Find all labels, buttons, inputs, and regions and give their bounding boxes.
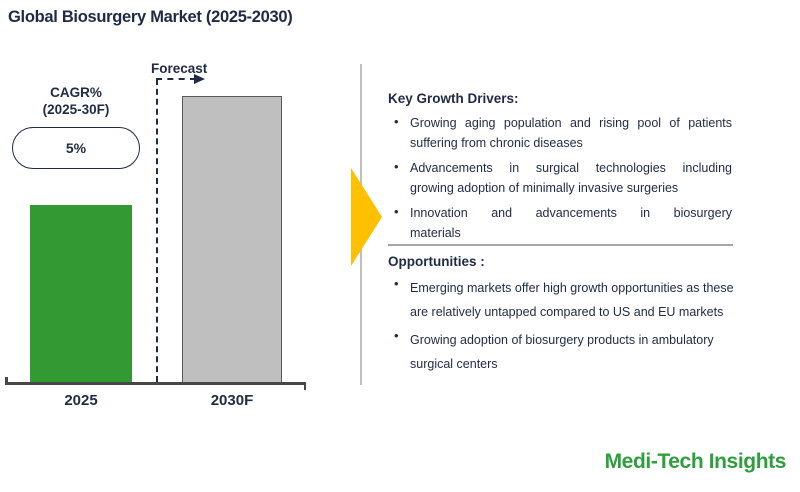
x-axis-label-2025: 2025 (64, 392, 98, 409)
forecast-dashed-line-vertical (156, 79, 158, 382)
x-axis-left-tick (5, 377, 8, 382)
section-divider (388, 244, 733, 246)
bar-2030f (182, 96, 282, 383)
drivers-heading: Key Growth Drivers: (388, 91, 519, 106)
driver-item: Innovation and advancements in biosurger… (388, 204, 732, 243)
opportunity-item: Emerging markets offer high growth oppor… (388, 276, 758, 324)
cagr-label-line2: (2025-30F) (42, 102, 110, 117)
page-title: Global Biosurgery Market (2025-2030) (8, 8, 293, 26)
driver-item: Advancements in surgical technologies in… (388, 159, 732, 198)
medi-tech-insights-logo: Medi-Tech Insights (604, 450, 787, 473)
x-axis-label-2030f: 2030F (210, 392, 254, 409)
cagr-label-line1: CAGR% (50, 85, 102, 100)
x-axis (5, 377, 306, 390)
cagr-badge: 5% (12, 127, 140, 169)
opportunities-list: Emerging markets offer high growth oppor… (388, 276, 758, 380)
driver-item: Growing aging population and rising pool… (388, 114, 732, 153)
forecast-dashed-line-horizontal (156, 78, 196, 80)
x-axis-right-tick (303, 384, 306, 390)
forecast-label: Forecast (151, 61, 208, 76)
opportunities-heading: Opportunities : (388, 254, 485, 269)
drivers-list: Growing aging population and rising pool… (388, 114, 732, 249)
cagr-value: 5% (65, 140, 87, 156)
opportunity-item: Growing adoption of biosurgery products … (388, 328, 758, 376)
connector-arrow-icon (351, 168, 382, 266)
cagr-label: CAGR% (2025-30F) (10, 84, 142, 118)
bar-2025 (30, 205, 132, 383)
forecast-arrowhead-icon (194, 73, 205, 84)
